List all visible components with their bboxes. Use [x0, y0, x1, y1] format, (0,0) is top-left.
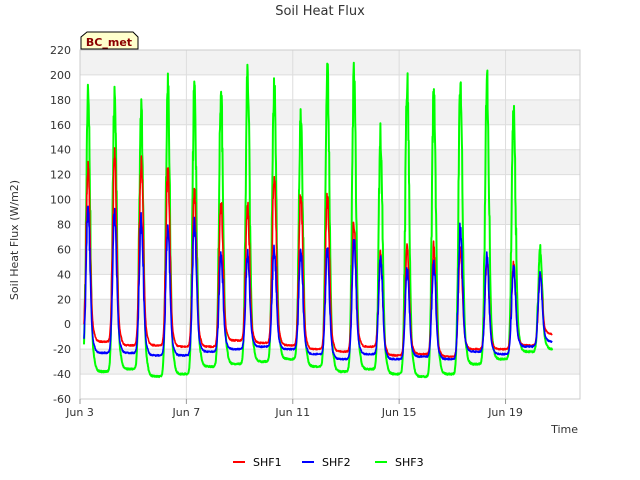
y-tick-label: 140 — [50, 144, 71, 157]
x-tick-label: Jun 15 — [381, 406, 417, 419]
y-tick-label: -60 — [53, 393, 71, 406]
y-tick-label: 220 — [50, 44, 71, 57]
site-label: BC_met — [86, 36, 132, 49]
y-tick-label: 0 — [64, 318, 71, 331]
x-tick-label: Jun 11 — [274, 406, 310, 419]
x-axis-label: Time — [550, 423, 578, 436]
band-11 — [80, 99, 580, 125]
y-tick-label: 160 — [50, 119, 71, 132]
series-line-shf1 — [83, 147, 553, 358]
legend-label-shf2: SHF2 — [322, 456, 351, 469]
y-tick-label: 40 — [57, 268, 71, 281]
x-tick-label: Jun 3 — [65, 406, 94, 419]
site-label-box: BC_met — [80, 31, 139, 50]
y-tick-label: -40 — [53, 368, 71, 381]
site-label-background — [80, 31, 139, 50]
y-tick-label: 180 — [50, 94, 71, 107]
series-layer — [83, 61, 554, 379]
y-tick-label: 20 — [57, 293, 71, 306]
y-axis-ticks: -60 -40 -20 0 20 40 60 80 100 120 140 160 180 200 220 — [50, 44, 71, 406]
series-line-shf2 — [83, 205, 553, 361]
x-tick-label: Jun 7 — [172, 406, 201, 419]
y-tick-label: 80 — [57, 219, 71, 232]
legend-label-shf1: SHF1 — [253, 456, 282, 469]
x-axis-ticks: Jun 3 Jun 7 Jun 11 Jun 15 Jun 19 — [65, 399, 523, 419]
y-tick-label: 120 — [50, 169, 71, 182]
chart-title: Soil Heat Flux — [275, 4, 365, 19]
band-13 — [80, 50, 580, 75]
y-tick-label: 100 — [50, 194, 71, 207]
y-axis-label: Soil Heat Flux (W/m2) — [8, 180, 21, 300]
legend: SHF1 SHF2 SHF3 — [233, 456, 424, 469]
series-line-shf3 — [83, 61, 554, 379]
x-tick-label: Jun 19 — [487, 406, 523, 419]
y-tick-label: 200 — [50, 69, 71, 82]
y-tick-label: 60 — [57, 243, 71, 256]
plot-frame — [79, 49, 581, 400]
y-tick-label: -20 — [53, 343, 71, 356]
legend-label-shf3: SHF3 — [395, 456, 424, 469]
